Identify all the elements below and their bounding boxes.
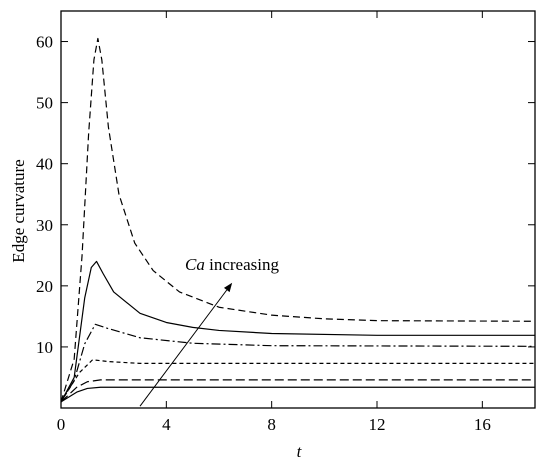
axes	[60, 10, 536, 409]
y-tick-label-50: 50	[36, 94, 53, 113]
y-axis-label: Edge curvature	[9, 159, 28, 262]
series-line-2	[60, 379, 535, 403]
series-line-1	[60, 386, 535, 403]
series-line-3	[60, 359, 535, 403]
annotation-arrow	[139, 289, 228, 407]
y-tick-label-40: 40	[36, 155, 53, 174]
x-tick-label-12: 12	[369, 415, 386, 434]
x-tick-label-4: 4	[162, 415, 171, 434]
x-tick-label-16: 16	[474, 415, 491, 434]
y-tick-label-60: 60	[36, 33, 53, 52]
x-tick-label-8: 8	[267, 415, 276, 434]
series-line-4	[60, 323, 536, 403]
series-line-6	[60, 37, 536, 403]
ticks	[60, 11, 535, 408]
annotation-text: Ca increasing	[185, 255, 279, 274]
annotation-ca: Ca	[185, 255, 205, 274]
y-tick-label-10: 10	[36, 338, 53, 357]
series-line-5	[60, 260, 535, 403]
x-axis-label: t	[297, 442, 303, 460]
tick-labels: 0 4 8 12 16 10 20 30 40 50 60	[36, 33, 491, 434]
plot-frame	[60, 10, 536, 409]
annotation-arrow-head	[223, 282, 233, 293]
y-tick-label-20: 20	[36, 277, 53, 296]
y-tick-label-30: 30	[36, 216, 53, 235]
ca-increasing-annotation: Ca increasing	[139, 255, 279, 407]
plot-lines	[60, 37, 536, 403]
x-tick-label-0: 0	[57, 415, 66, 434]
annotation-rest: increasing	[205, 255, 280, 274]
